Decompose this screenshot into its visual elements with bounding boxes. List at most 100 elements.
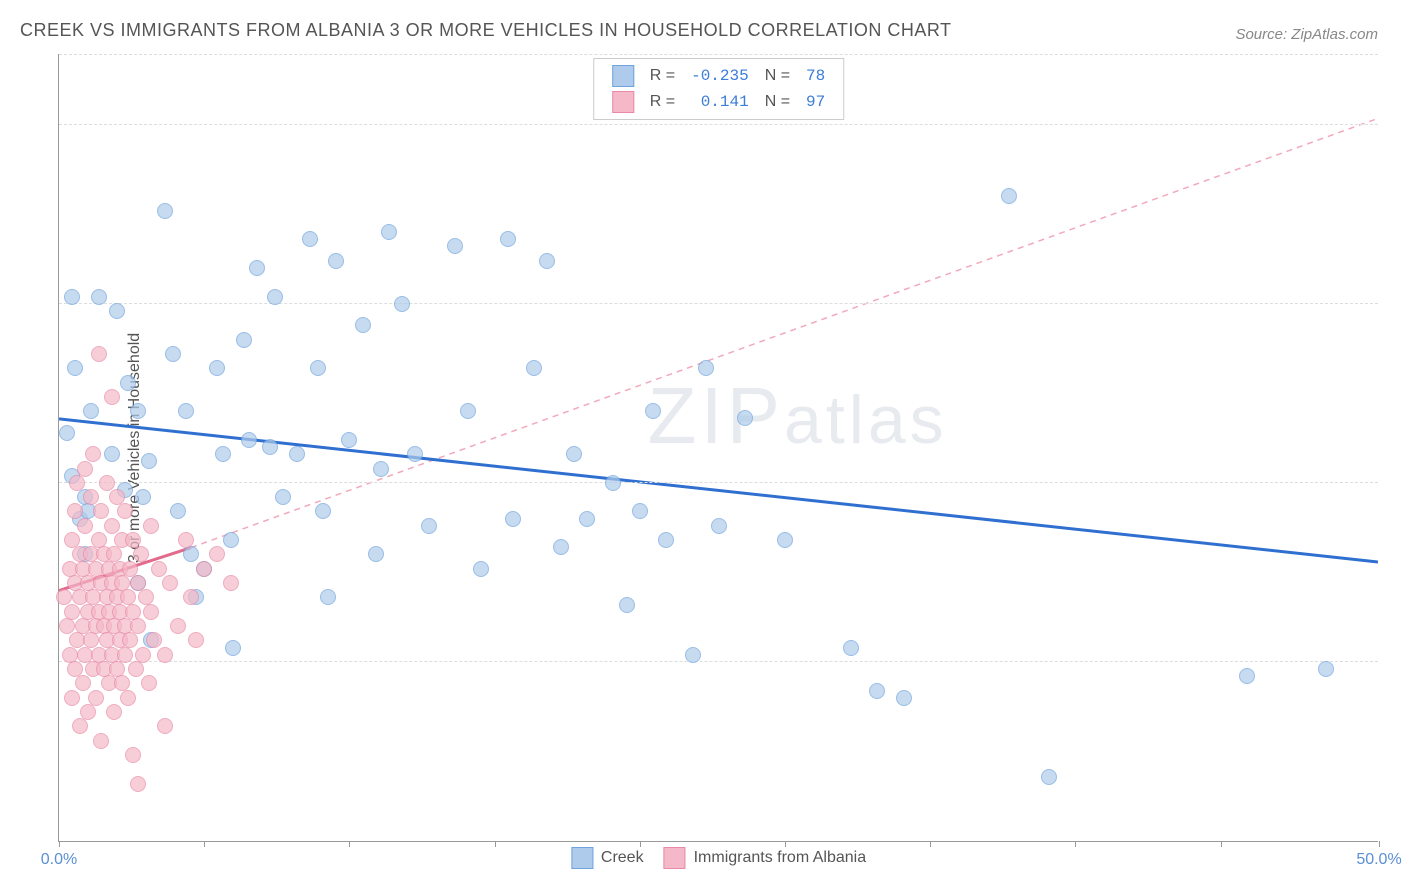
watermark: ZIPatlas <box>648 370 948 462</box>
point-albania <box>77 518 93 534</box>
point-creek <box>539 253 555 269</box>
watermark-prefix: ZIP <box>648 371 784 460</box>
point-albania <box>99 475 115 491</box>
point-creek <box>579 511 595 527</box>
point-creek <box>59 425 75 441</box>
point-creek <box>341 432 357 448</box>
point-albania <box>104 518 120 534</box>
point-albania <box>77 461 93 477</box>
point-creek <box>241 432 257 448</box>
point-creek <box>407 446 423 462</box>
point-creek <box>421 518 437 534</box>
point-creek <box>209 360 225 376</box>
x-tick <box>204 841 205 847</box>
point-albania <box>178 532 194 548</box>
point-creek <box>500 231 516 247</box>
stats-row-albania: R = 0.141 N = 97 <box>604 89 834 115</box>
point-creek <box>737 410 753 426</box>
point-creek <box>896 690 912 706</box>
point-albania <box>64 690 80 706</box>
point-albania <box>80 704 96 720</box>
point-creek <box>1318 661 1334 677</box>
point-creek <box>619 597 635 613</box>
point-creek <box>368 546 384 562</box>
point-creek <box>394 296 410 312</box>
point-albania <box>91 346 107 362</box>
point-creek <box>698 360 714 376</box>
legend-swatch-creek <box>571 847 593 869</box>
point-creek <box>658 532 674 548</box>
point-creek <box>447 238 463 254</box>
swatch-albania <box>612 91 634 113</box>
gridline-h <box>59 661 1378 662</box>
point-albania <box>69 475 85 491</box>
point-albania <box>120 690 136 706</box>
point-creek <box>225 640 241 656</box>
point-albania <box>117 647 133 663</box>
point-creek <box>315 503 331 519</box>
point-creek <box>120 375 136 391</box>
point-creek <box>355 317 371 333</box>
point-creek <box>165 346 181 362</box>
legend-label-albania: Immigrants from Albania <box>694 849 867 867</box>
watermark-suffix: atlas <box>784 382 948 458</box>
point-creek <box>67 360 83 376</box>
point-creek <box>777 532 793 548</box>
point-albania <box>75 675 91 691</box>
x-tick <box>930 841 931 847</box>
stats-r-label: R = <box>642 89 683 115</box>
point-albania <box>106 704 122 720</box>
point-creek <box>473 561 489 577</box>
chart-title: CREEK VS IMMIGRANTS FROM ALBANIA 3 OR MO… <box>20 20 952 41</box>
point-creek <box>645 403 661 419</box>
point-creek <box>1001 188 1017 204</box>
trendlines-svg <box>59 54 1378 841</box>
stats-row-creek: R = -0.235 N = 78 <box>604 63 834 89</box>
scatter-plot: ZIPatlas R = -0.235 N = 78 R = 0.141 N =… <box>58 54 1378 842</box>
point-albania <box>130 618 146 634</box>
legend-item-albania: Immigrants from Albania <box>664 847 867 869</box>
point-creek <box>83 403 99 419</box>
point-creek <box>843 640 859 656</box>
x-tick <box>640 841 641 847</box>
stats-legend: R = -0.235 N = 78 R = 0.141 N = 97 <box>593 58 845 120</box>
x-tick <box>349 841 350 847</box>
point-albania <box>157 718 173 734</box>
legend-label-creek: Creek <box>601 849 644 867</box>
point-albania <box>170 618 186 634</box>
point-creek <box>135 489 151 505</box>
point-creek <box>289 446 305 462</box>
point-albania <box>93 733 109 749</box>
point-albania <box>67 503 83 519</box>
point-albania <box>133 546 149 562</box>
point-albania <box>122 632 138 648</box>
point-creek <box>869 683 885 699</box>
point-albania <box>83 489 99 505</box>
plot-container: 3 or more Vehicles in Household ZIPatlas… <box>48 54 1388 842</box>
gridline-h <box>59 124 1378 125</box>
stats-r-label: R = <box>642 63 683 89</box>
point-albania <box>188 632 204 648</box>
point-creek <box>64 289 80 305</box>
point-creek <box>223 532 239 548</box>
point-creek <box>302 231 318 247</box>
point-creek <box>1239 668 1255 684</box>
gridline-h <box>59 54 1378 55</box>
point-albania <box>141 675 157 691</box>
y-tick-label: 25.0% <box>1386 474 1406 492</box>
point-albania <box>143 518 159 534</box>
point-albania <box>183 589 199 605</box>
point-albania <box>93 503 109 519</box>
point-creek <box>460 403 476 419</box>
point-albania <box>135 647 151 663</box>
point-creek <box>130 403 146 419</box>
x-tick <box>495 841 496 847</box>
point-albania <box>151 561 167 577</box>
point-albania <box>59 618 75 634</box>
point-albania <box>72 718 88 734</box>
point-albania <box>117 503 133 519</box>
point-albania <box>85 446 101 462</box>
x-tick <box>1379 841 1380 847</box>
point-creek <box>685 647 701 663</box>
point-albania <box>196 561 212 577</box>
